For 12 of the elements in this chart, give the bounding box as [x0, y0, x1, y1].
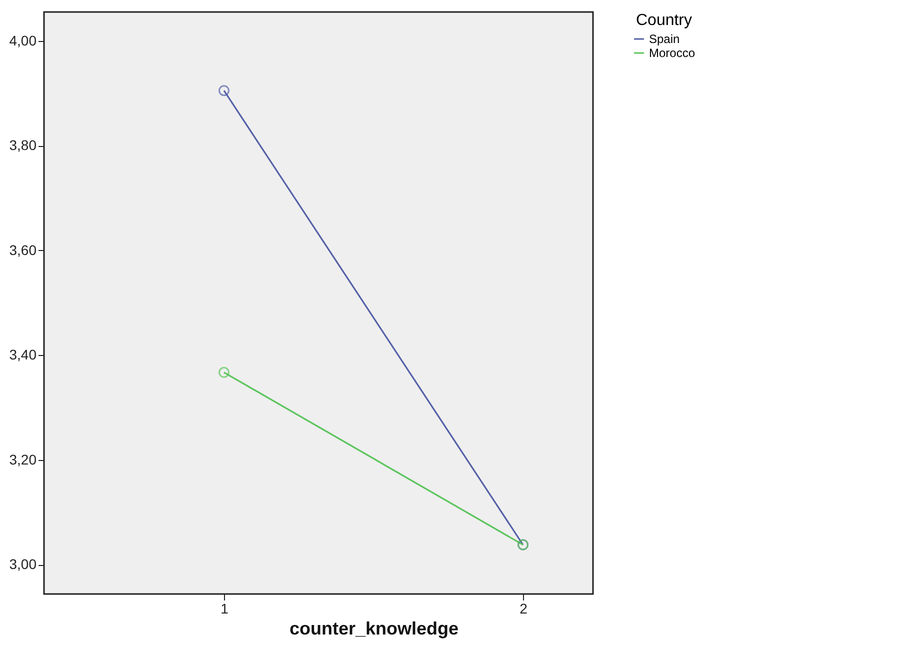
- x-tick-label: 1: [220, 600, 229, 616]
- legend-label: Morocco: [649, 46, 696, 60]
- x-axis-title: counter_knowledge: [289, 618, 459, 638]
- legend-title: Country: [636, 12, 692, 29]
- y-tick-label: 3,20: [9, 451, 37, 468]
- y-tick-label: 3,40: [9, 346, 37, 363]
- x-tick-label: 2: [520, 600, 528, 616]
- y-tick-label: 3,80: [9, 137, 37, 154]
- y-tick-label: 4,00: [9, 32, 37, 48]
- y-tick-label: 3,00: [9, 556, 37, 572]
- legend-label: Spain: [649, 32, 680, 46]
- y-tick-label: 3,60: [9, 242, 37, 258]
